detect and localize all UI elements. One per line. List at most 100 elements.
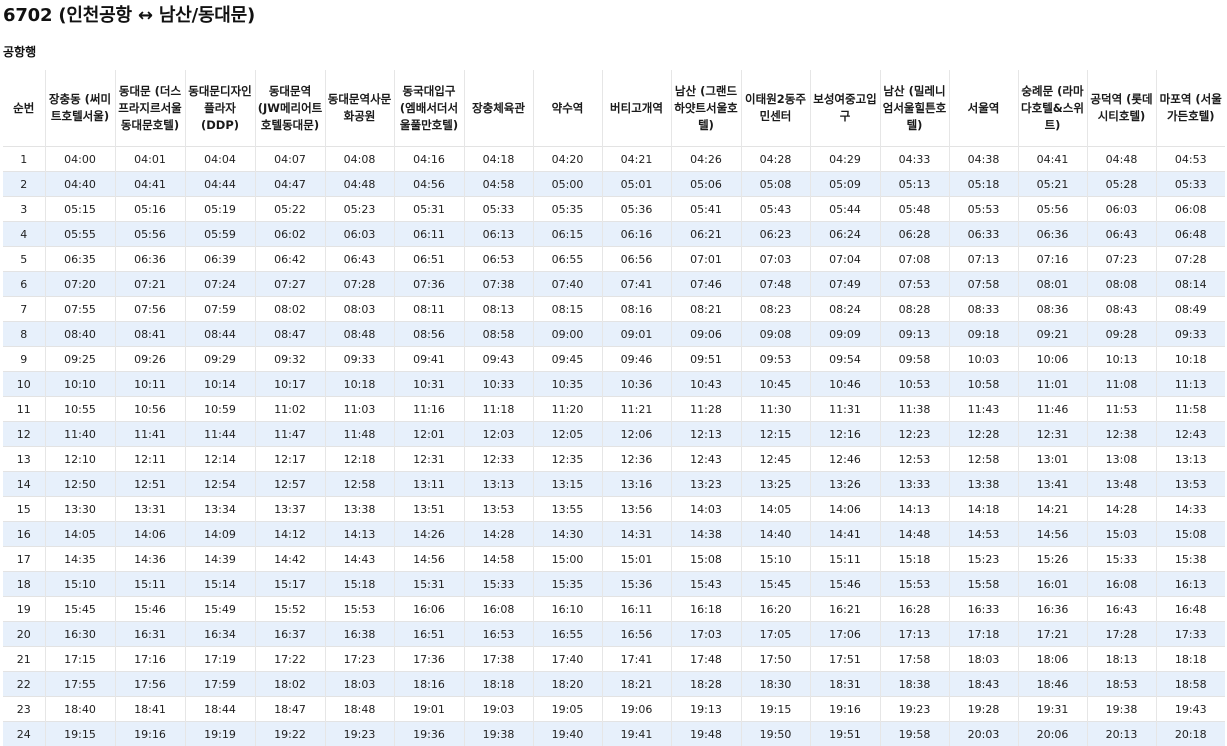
time-cell: 06:23: [741, 222, 810, 247]
time-cell: 06:33: [949, 222, 1018, 247]
time-cell: 09:41: [394, 347, 464, 372]
time-cell: 09:54: [810, 347, 880, 372]
time-cell: 19:40: [533, 722, 602, 746]
time-cell: 04:41: [115, 172, 185, 197]
time-cell: 07:27: [255, 272, 325, 297]
time-cell: 12:57: [255, 472, 325, 497]
time-cell: 18:06: [1018, 647, 1087, 672]
time-cell: 19:36: [394, 722, 464, 746]
time-cell: 14:36: [115, 547, 185, 572]
time-cell: 05:48: [880, 197, 949, 222]
column-header-stop: 이태원2동주민센터: [741, 70, 810, 147]
time-cell: 12:51: [115, 472, 185, 497]
time-cell: 09:53: [741, 347, 810, 372]
time-cell: 08:43: [1087, 297, 1156, 322]
column-header-stop: 동대문디자인플라자 (DDP): [185, 70, 255, 147]
time-cell: 05:16: [115, 197, 185, 222]
time-cell: 16:10: [533, 597, 602, 622]
time-cell: 04:04: [185, 147, 255, 172]
time-cell: 13:38: [949, 472, 1018, 497]
time-cell: 20:06: [1018, 722, 1087, 746]
time-cell: 13:48: [1087, 472, 1156, 497]
time-cell: 16:55: [533, 622, 602, 647]
time-cell: 08:02: [255, 297, 325, 322]
time-cell: 18:18: [464, 672, 533, 697]
time-cell: 14:06: [115, 522, 185, 547]
column-header-seq: 순번: [3, 70, 45, 147]
time-cell: 13:53: [464, 497, 533, 522]
time-cell: 04:41: [1018, 147, 1087, 172]
time-cell: 17:58: [880, 647, 949, 672]
time-cell: 06:24: [810, 222, 880, 247]
time-cell: 05:08: [741, 172, 810, 197]
row-seq-cell: 15: [3, 497, 45, 522]
time-cell: 17:50: [741, 647, 810, 672]
row-seq-cell: 6: [3, 272, 45, 297]
time-cell: 15:53: [880, 572, 949, 597]
time-cell: 10:43: [671, 372, 741, 397]
time-cell: 17:16: [115, 647, 185, 672]
time-cell: 06:35: [45, 247, 115, 272]
time-cell: 05:35: [533, 197, 602, 222]
time-cell: 12:11: [115, 447, 185, 472]
time-cell: 14:26: [394, 522, 464, 547]
time-cell: 10:10: [45, 372, 115, 397]
time-cell: 09:29: [185, 347, 255, 372]
time-cell: 04:56: [394, 172, 464, 197]
time-cell: 08:15: [533, 297, 602, 322]
time-cell: 08:47: [255, 322, 325, 347]
time-cell: 13:41: [1018, 472, 1087, 497]
time-cell: 06:11: [394, 222, 464, 247]
time-cell: 13:26: [810, 472, 880, 497]
time-cell: 20:03: [949, 722, 1018, 746]
time-cell: 15:45: [45, 597, 115, 622]
time-cell: 04:16: [394, 147, 464, 172]
time-cell: 18:40: [45, 697, 115, 722]
time-cell: 12:28: [949, 422, 1018, 447]
time-cell: 08:21: [671, 297, 741, 322]
time-cell: 06:51: [394, 247, 464, 272]
time-cell: 10:17: [255, 372, 325, 397]
time-cell: 15:33: [1087, 547, 1156, 572]
time-cell: 12:53: [880, 447, 949, 472]
time-cell: 14:33: [1156, 497, 1225, 522]
time-cell: 14:13: [880, 497, 949, 522]
time-cell: 09:09: [810, 322, 880, 347]
time-cell: 12:06: [602, 422, 671, 447]
time-cell: 14:48: [880, 522, 949, 547]
time-cell: 07:53: [880, 272, 949, 297]
time-cell: 17:21: [1018, 622, 1087, 647]
time-cell: 11:18: [464, 397, 533, 422]
time-cell: 11:47: [255, 422, 325, 447]
time-cell: 13:25: [741, 472, 810, 497]
time-cell: 14:05: [741, 497, 810, 522]
time-cell: 04:40: [45, 172, 115, 197]
time-cell: 06:36: [1018, 222, 1087, 247]
time-cell: 18:31: [810, 672, 880, 697]
time-cell: 09:58: [880, 347, 949, 372]
time-cell: 17:28: [1087, 622, 1156, 647]
time-cell: 19:38: [464, 722, 533, 746]
time-cell: 06:08: [1156, 197, 1225, 222]
time-cell: 04:48: [1087, 147, 1156, 172]
time-cell: 09:13: [880, 322, 949, 347]
time-cell: 12:15: [741, 422, 810, 447]
time-cell: 04:38: [949, 147, 1018, 172]
column-header-stop: 약수역: [533, 70, 602, 147]
time-cell: 11:40: [45, 422, 115, 447]
time-cell: 09:25: [45, 347, 115, 372]
time-cell: 05:15: [45, 197, 115, 222]
time-cell: 13:38: [325, 497, 394, 522]
time-cell: 09:26: [115, 347, 185, 372]
time-cell: 16:01: [1018, 572, 1087, 597]
time-cell: 20:13: [1087, 722, 1156, 746]
